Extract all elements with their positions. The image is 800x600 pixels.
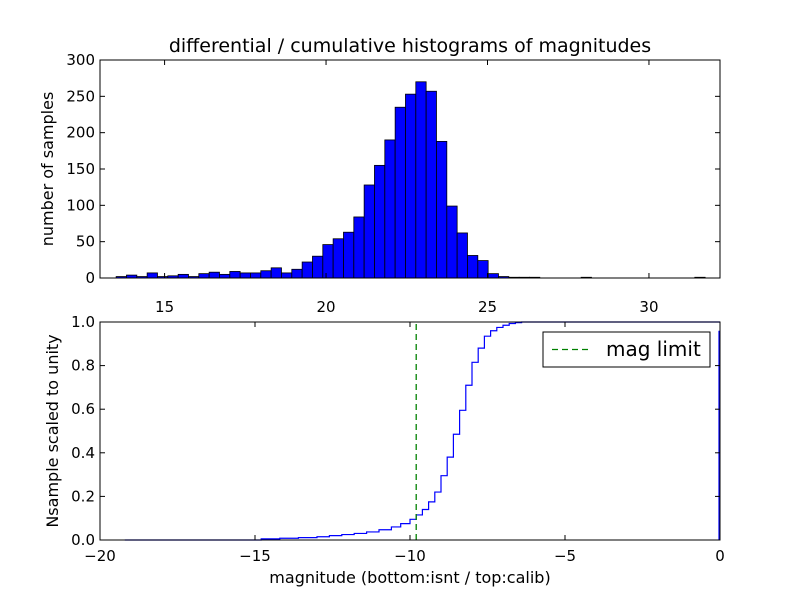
bottom-x-axis-label: magnitude (bottom:isnt / top:calib) [269, 568, 550, 587]
legend-box [542, 331, 711, 368]
top-y-axis-label: number of samples [38, 92, 57, 247]
histogram-bar [456, 232, 468, 279]
differential-histogram-panel: 0 50 100 150 200 250 300 15 20 25 30 [66, 51, 721, 316]
legend: mag limit [542, 331, 711, 368]
histogram-bar [281, 272, 293, 279]
histogram-bar [219, 273, 231, 279]
bottom-y-axis-label: Nsample scaled to unity [43, 334, 62, 527]
top-y-tick-label: 150 [66, 160, 95, 178]
bottom-x-tick-label: −10 [394, 547, 426, 565]
top-y-tick-label: 0 [85, 269, 95, 287]
bottom-y-tick-label: 0.8 [71, 357, 95, 375]
top-x-tick-label: 25 [478, 298, 497, 316]
bottom-y-tick-label: 0.6 [71, 400, 95, 418]
top-x-tick-label: 30 [639, 298, 658, 316]
histogram-bar [363, 184, 375, 279]
top-y-tick-label: 300 [66, 51, 95, 69]
top-y-tick-label: 100 [66, 196, 95, 214]
top-y-tick-label: 200 [66, 124, 95, 142]
bottom-x-tick-label: 0 [715, 547, 725, 565]
cumulative-step-line [124, 321, 720, 541]
histogram-bar [198, 273, 210, 279]
histogram-bar [146, 272, 158, 279]
histogram-bar [229, 271, 241, 279]
histogram-bar [270, 267, 282, 279]
histogram-bar [260, 270, 272, 279]
histogram-bar [208, 271, 220, 279]
histogram-bar [446, 205, 458, 279]
bottom-x-tick-label: −20 [84, 547, 116, 565]
top-x-tick-label: 15 [155, 298, 174, 316]
histogram-bar [425, 90, 437, 279]
histogram-bar [405, 93, 417, 279]
histogram-bar [301, 261, 313, 279]
histogram-bar [332, 238, 344, 279]
histogram-bar [322, 244, 334, 279]
histogram-bar [384, 139, 396, 279]
histogram-bar [250, 272, 262, 279]
histogram-bar [467, 255, 479, 279]
top-chart-title: differential / cumulative histograms of … [169, 35, 651, 57]
histogram-bar [353, 216, 365, 279]
histogram-bar [477, 260, 489, 279]
histogram-bar [415, 81, 427, 279]
histogram-bar [487, 273, 499, 279]
histogram-bar [394, 106, 406, 279]
bottom-y-tick-label: 0.4 [71, 444, 95, 462]
histogram-bar [291, 268, 303, 279]
bottom-x-tick-label: −5 [554, 547, 576, 565]
bottom-y-tick-label: 1.0 [71, 313, 95, 331]
bottom-y-tick-label: 0.0 [71, 531, 95, 549]
histogram-bar [177, 273, 189, 279]
histogram-bar [239, 272, 251, 279]
bottom-x-tick-label: −15 [239, 547, 271, 565]
histogram-bar [312, 255, 324, 279]
top-y-tick-label: 50 [76, 233, 95, 251]
histogram-bar [436, 140, 448, 279]
bottom-y-tick-label: 0.2 [71, 487, 95, 505]
top-y-tick-label: 250 [66, 87, 95, 105]
histogram-bar [374, 164, 386, 279]
top-x-tick-label: 20 [316, 298, 335, 316]
legend-entry-mag-limit: mag limit [606, 337, 701, 361]
histogram-bar [343, 231, 355, 279]
